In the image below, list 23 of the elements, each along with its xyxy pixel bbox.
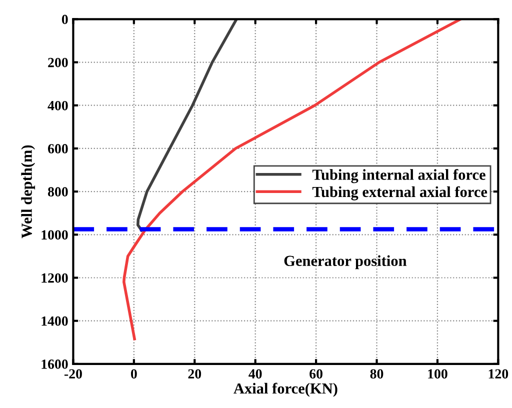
y-tick-label: 200: [48, 58, 68, 68]
y-tick-label: 1600: [42, 360, 68, 369]
x-tick-label: 60: [310, 369, 322, 379]
y-axis-title: Well depth(m): [21, 145, 36, 238]
x-tick-label: 40: [248, 369, 262, 379]
x-tick-label: 80: [370, 369, 384, 379]
annotation: Generator position: [284, 255, 407, 270]
x-axis-title: Axial force(KN): [234, 382, 338, 397]
x-tick-label: 20: [188, 369, 202, 379]
y-tick-label: 0: [62, 14, 68, 24]
y-tick-label: 1000: [42, 230, 68, 240]
line-series: [136, 19, 238, 232]
x-tick-label: -20: [64, 369, 82, 379]
legend-label: Tubing internal axial force: [312, 169, 486, 184]
x-tick-label: 0: [130, 369, 137, 379]
y-tick-label: 400: [48, 100, 68, 110]
y-tick-label: 1400: [42, 316, 68, 326]
legend-label: Tubing external axial force: [312, 186, 488, 200]
y-tick-label: 1200: [42, 273, 68, 283]
x-tick-label: 120: [488, 369, 508, 379]
y-tick-label: 800: [48, 187, 68, 197]
x-tick-label: 100: [428, 369, 448, 379]
y-tick-label: 600: [48, 144, 68, 154]
